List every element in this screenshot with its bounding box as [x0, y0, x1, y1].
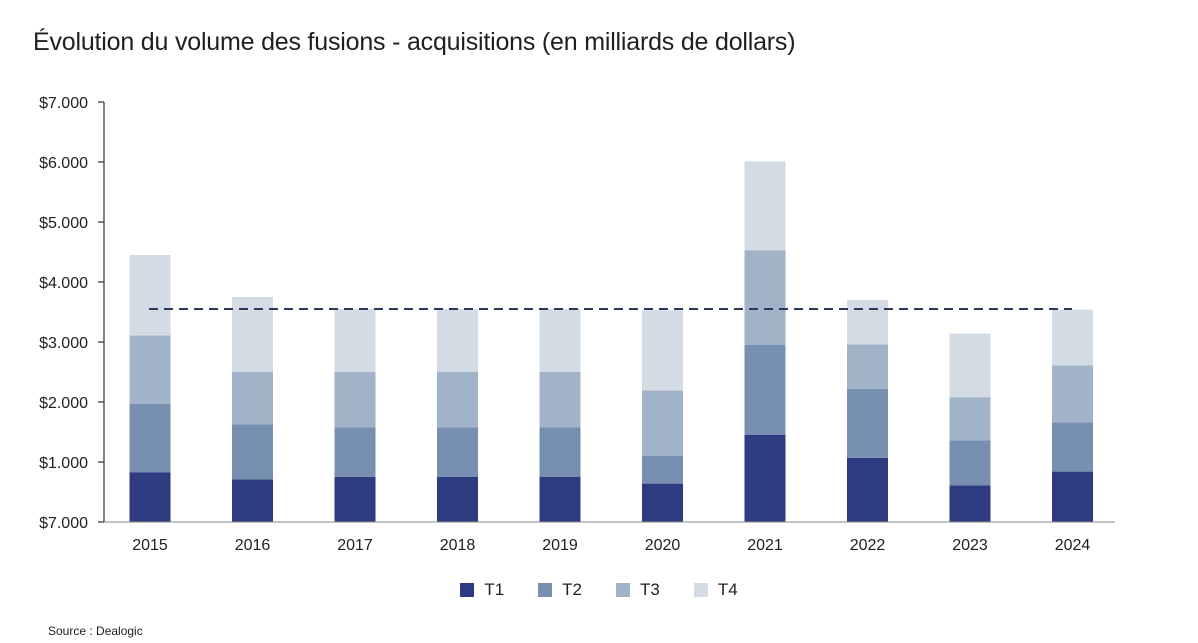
bar-2015-t3	[129, 335, 171, 404]
y-tick-label: $5.000	[39, 215, 88, 232]
bar-2019-t2	[539, 427, 581, 477]
bar-2018-t1	[437, 477, 478, 522]
x-tick-label-2023: 2023	[952, 537, 988, 554]
bar-2023-t4	[949, 333, 991, 398]
x-tick-label-2020: 2020	[645, 537, 681, 554]
chart-title: Évolution du volume des fusions - acquis…	[33, 28, 796, 56]
bar-2024-t4	[1052, 309, 1093, 366]
bar-2023-t2	[949, 440, 991, 486]
bar-2021-t2	[744, 345, 786, 435]
bar-2017-t2	[334, 427, 376, 477]
legend-item-t2: T2	[538, 580, 582, 600]
y-tick-label: $7.000	[39, 515, 88, 532]
bar-2022-t2	[847, 388, 888, 458]
bar-2016-t4	[232, 297, 273, 372]
bar-2021-t4	[744, 161, 786, 251]
x-tick-label-2016: 2016	[235, 537, 271, 554]
legend-item-t4: T4	[693, 580, 738, 600]
y-tick-label: $1.000	[39, 455, 88, 472]
bar-2021-t1	[744, 435, 786, 522]
bar-2019-t4	[539, 309, 581, 372]
x-tick-label-2017: 2017	[337, 537, 373, 554]
bar-2022-t4	[847, 300, 888, 345]
bar-2024-t1	[1052, 471, 1093, 522]
bar-2015-t1	[129, 472, 171, 522]
bar-2016-t1	[232, 479, 273, 522]
bar-2023-t3	[949, 397, 991, 441]
legend-swatch-t3	[616, 583, 630, 597]
x-tick-label-2021: 2021	[747, 537, 783, 554]
bar-2015-t2	[129, 403, 171, 473]
bar-2019-t3	[539, 372, 581, 428]
legend-label-t2: T2	[562, 580, 582, 599]
y-tick-label: $4.000	[39, 275, 88, 292]
bar-2015-t4	[129, 255, 171, 336]
bar-2019-t1	[539, 477, 581, 522]
bar-2018-t4	[437, 309, 478, 372]
bar-2020-t1	[642, 483, 683, 522]
bar-2016-t3	[232, 372, 273, 425]
y-tick-label: $7.000	[39, 95, 88, 112]
legend-label-t4: T4	[717, 580, 738, 599]
bar-2024-t3	[1052, 365, 1093, 423]
legend-item-t1: T1	[460, 580, 504, 600]
bar-2021-t3	[744, 250, 786, 345]
legend-label-t3: T3	[640, 580, 660, 599]
chart-legend: T1 T2 T3 T4	[0, 580, 1198, 600]
legend-swatch-t1	[460, 583, 475, 597]
x-tick-label-2024: 2024	[1055, 537, 1091, 554]
bar-2018-t3	[437, 372, 478, 428]
x-tick-label-2022: 2022	[850, 537, 886, 554]
bar-2022-t3	[847, 344, 888, 389]
legend-item-t3: T3	[616, 580, 660, 600]
bar-2017-t1	[334, 477, 376, 522]
bar-2024-t2	[1052, 422, 1093, 472]
bar-2020-t2	[642, 456, 683, 484]
x-tick-label-2015: 2015	[132, 537, 168, 554]
y-tick-label: $3.000	[39, 335, 88, 352]
bar-2022-t1	[847, 457, 888, 522]
legend-label-t1: T1	[484, 580, 505, 599]
x-tick-label-2019: 2019	[542, 537, 578, 554]
bar-2023-t1	[949, 485, 991, 522]
legend-swatch-t2	[538, 583, 553, 597]
y-tick-label: $6.000	[39, 155, 88, 172]
bar-2020-t3	[642, 390, 683, 456]
y-tick-label: $2.000	[39, 395, 88, 412]
source-note: Source : Dealogic	[48, 624, 143, 638]
bar-2020-t4	[642, 310, 683, 391]
x-tick-label-2018: 2018	[440, 537, 476, 554]
bar-2017-t4	[334, 309, 376, 372]
bar-2017-t3	[334, 372, 376, 428]
legend-swatch-t4	[693, 583, 708, 597]
bar-2016-t2	[232, 424, 273, 480]
bar-2018-t2	[437, 427, 478, 477]
